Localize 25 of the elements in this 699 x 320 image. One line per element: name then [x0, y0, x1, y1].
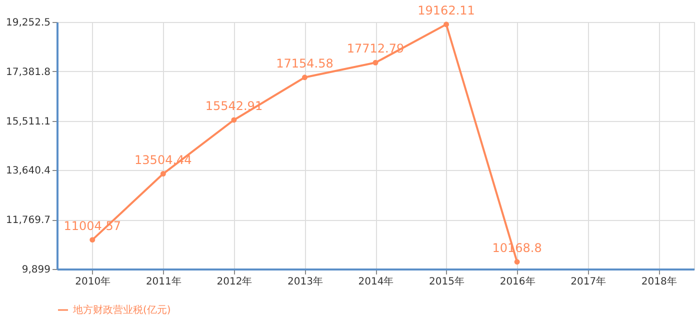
x-tick-label: 2016年 — [500, 276, 536, 288]
point — [514, 259, 520, 265]
y-tick-label: 11,769.7 — [6, 215, 50, 226]
y-tick-label: 17,381.8 — [6, 66, 50, 78]
y-tick-label: 15,511.1 — [6, 116, 50, 128]
x-tick-label: 2011年 — [146, 276, 182, 288]
point — [90, 237, 96, 243]
y-tick-label: 19,252.5 — [6, 18, 50, 28]
x-tick-label: 2010年 — [75, 276, 111, 288]
y-tick-label: 9,899 — [22, 264, 50, 276]
point — [302, 74, 308, 80]
x-tick-label: 2013年 — [287, 276, 323, 288]
x-tick-label: 2018年 — [641, 276, 677, 288]
point — [160, 171, 166, 177]
data-label: 19162.11 — [418, 3, 475, 18]
legend-label: 地方财政营业税(亿元) — [72, 304, 171, 316]
point — [444, 22, 450, 28]
x-tick-label: 2014年 — [358, 276, 394, 288]
point — [372, 60, 378, 66]
y-tick-label: 13,640.4 — [6, 166, 50, 177]
data-label: 17154.58 — [276, 56, 334, 70]
point — [231, 117, 237, 123]
x-tick-label: 2017年 — [570, 276, 606, 288]
x-tick-label: 2012年 — [216, 276, 252, 288]
x-tick-label: 2015年 — [429, 276, 465, 288]
